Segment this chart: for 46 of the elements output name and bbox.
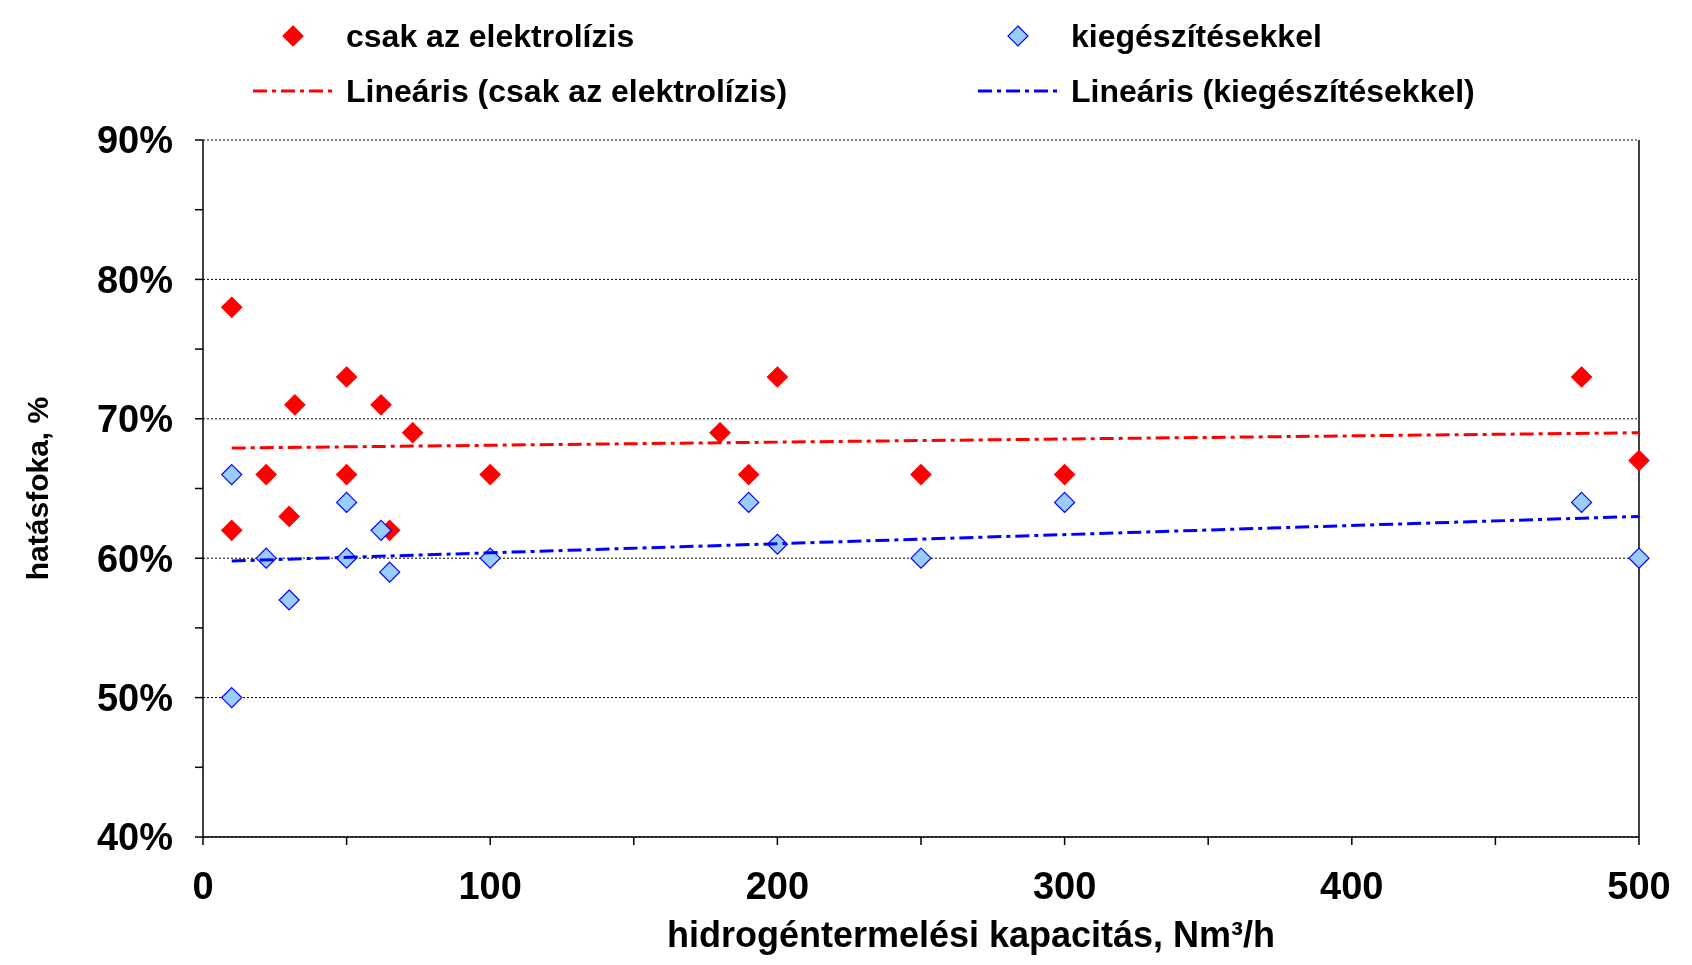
point	[336, 491, 358, 514]
x-tick-label: 200	[745, 865, 810, 907]
x-tick-label: 400	[1320, 865, 1384, 907]
point	[1054, 491, 1076, 514]
x-tick-label: 300	[1032, 865, 1097, 907]
point	[709, 422, 731, 444]
point	[479, 463, 501, 486]
point	[255, 463, 277, 486]
point	[278, 589, 300, 611]
y-tick-label: 60%	[96, 537, 173, 580]
point	[221, 687, 243, 709]
point	[370, 394, 392, 416]
y-axis-title: hatásfoka, %	[21, 396, 54, 581]
point	[766, 366, 788, 388]
x-tick-label: 0	[192, 865, 214, 907]
point	[336, 463, 358, 486]
point	[1628, 450, 1650, 472]
point	[221, 519, 243, 541]
legend-label: csak az elektrolízis	[346, 18, 635, 55]
x-tick-label: 100	[458, 865, 522, 907]
point	[278, 505, 300, 527]
point	[910, 463, 932, 486]
y-tick-label: 40%	[96, 816, 173, 859]
x-axis-title: hidrogéntermelési kapacitás, Nm³/h	[666, 914, 1276, 955]
y-tick-label: 90%	[96, 119, 173, 162]
y-tick-label: 80%	[96, 258, 173, 301]
y-tick-label: 70%	[96, 398, 173, 441]
point	[370, 519, 392, 541]
y-tick-label: 50%	[96, 676, 173, 719]
point	[910, 547, 932, 569]
point	[738, 491, 760, 514]
point	[738, 463, 760, 486]
point	[336, 366, 358, 388]
point	[1570, 366, 1593, 388]
point	[1054, 463, 1076, 486]
point	[221, 296, 243, 318]
x-tick-label: 500	[1607, 865, 1671, 907]
legend-label: kiegészítésekkel	[1071, 18, 1322, 55]
legend-label: Lineáris (csak az elektrolízis)	[346, 73, 788, 110]
point	[284, 394, 306, 416]
legend-label: Lineáris (kiegészítésekkel)	[1071, 73, 1475, 110]
point	[402, 422, 424, 444]
point	[379, 561, 401, 583]
point	[221, 463, 243, 486]
point	[1628, 547, 1650, 569]
point	[1570, 491, 1593, 514]
